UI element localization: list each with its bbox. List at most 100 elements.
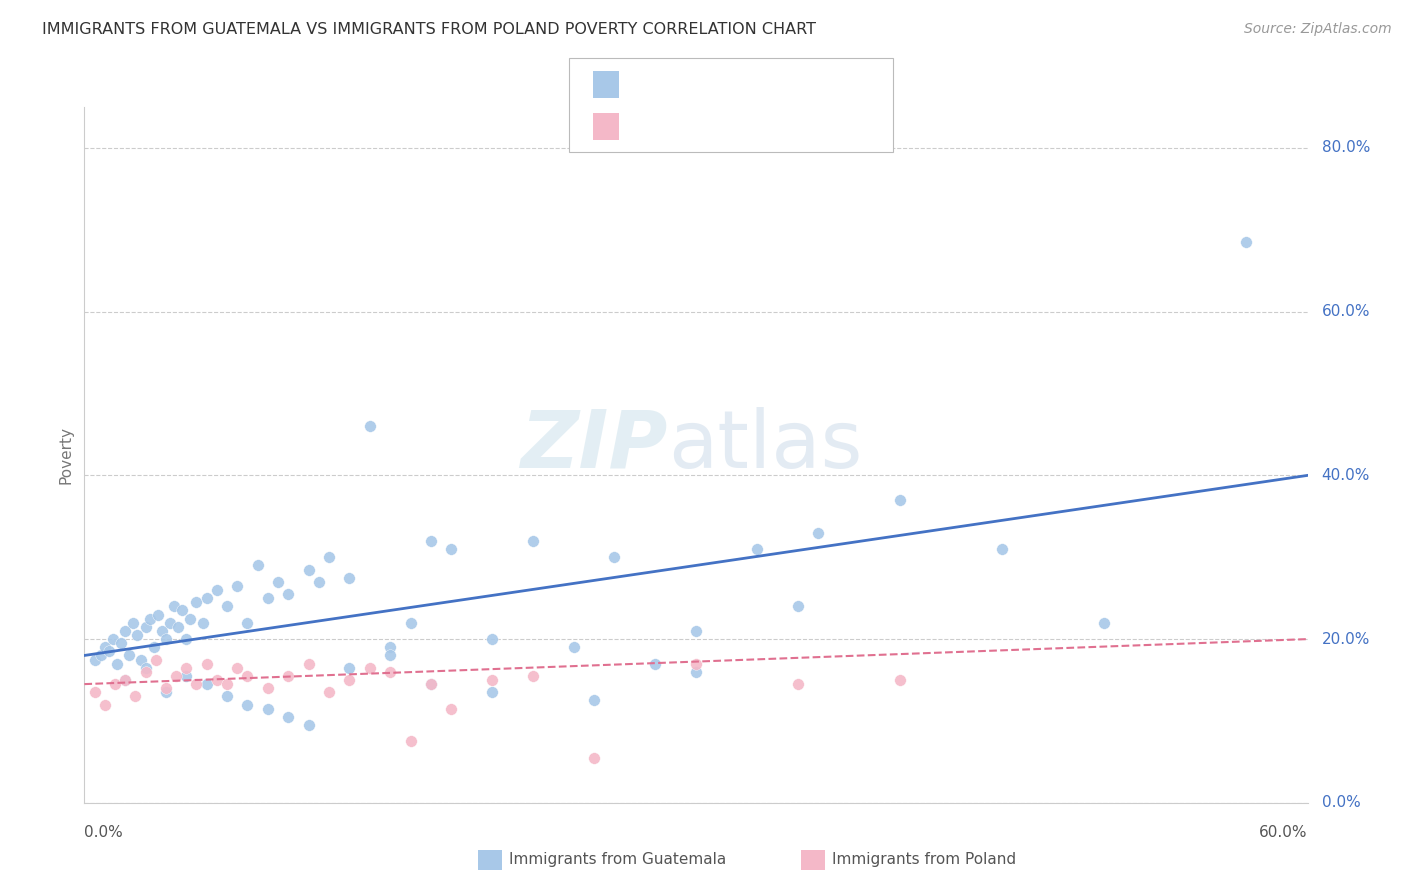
Point (685, 624, 707, 638)
Point (582, 693, 605, 707)
Point (257, 591, 280, 606)
Text: Immigrants from Guatemala: Immigrants from Guatemala (509, 853, 727, 867)
Point (165, 669, 187, 683)
Text: R = 0.479: R = 0.479 (630, 75, 720, 94)
Point (226, 661, 249, 675)
Point (745, 542, 768, 557)
Point (93, 640, 115, 655)
Point (104, 677, 127, 691)
Point (380, 640, 402, 655)
Text: 60.0%: 60.0% (1322, 304, 1369, 319)
Point (142, 640, 165, 655)
Point (205, 673, 228, 687)
Point (105, 657, 128, 671)
Point (380, 665, 402, 679)
Point (195, 657, 218, 671)
Point (420, 677, 443, 691)
Point (172, 603, 194, 617)
Point (562, 640, 585, 655)
Text: 40.0%: 40.0% (1322, 468, 1369, 483)
Point (787, 677, 810, 691)
Point (807, 525, 830, 540)
Point (118, 648, 141, 663)
Point (236, 698, 259, 712)
Point (174, 669, 197, 683)
Text: Source: ZipAtlas.com: Source: ZipAtlas.com (1244, 22, 1392, 37)
Point (257, 701, 280, 715)
Point (359, 419, 381, 434)
Point (603, 550, 626, 565)
Point (186, 595, 208, 609)
Text: 80.0%: 80.0% (1322, 140, 1369, 155)
Point (787, 599, 810, 614)
Point (318, 685, 340, 699)
Point (277, 710, 299, 724)
Point (163, 599, 186, 614)
Point (135, 620, 157, 634)
Point (277, 587, 299, 601)
Point (990, 542, 1012, 557)
Point (114, 673, 136, 687)
Point (110, 636, 132, 650)
Point (298, 562, 321, 576)
Point (146, 607, 169, 622)
Point (1092, 615, 1115, 630)
Point (399, 615, 422, 630)
Point (339, 661, 360, 675)
Point (150, 624, 173, 638)
Point (481, 632, 503, 646)
Point (359, 661, 381, 675)
Point (217, 599, 239, 614)
Text: 20.0%: 20.0% (1322, 632, 1369, 647)
Point (236, 615, 259, 630)
Point (481, 685, 503, 699)
Point (145, 652, 167, 666)
Point (179, 612, 201, 626)
Point (399, 734, 422, 748)
Point (195, 591, 218, 606)
Point (1234, 235, 1257, 249)
Point (159, 615, 181, 630)
Y-axis label: Poverty: Poverty (58, 425, 73, 484)
Text: IMMIGRANTS FROM GUATEMALA VS IMMIGRANTS FROM POLAND POVERTY CORRELATION CHART: IMMIGRANTS FROM GUATEMALA VS IMMIGRANTS … (42, 22, 815, 37)
Point (127, 628, 149, 642)
Point (582, 751, 605, 765)
Point (420, 677, 443, 691)
Point (246, 558, 269, 573)
Point (155, 685, 177, 699)
Point (174, 632, 197, 646)
Text: 0.0%: 0.0% (84, 825, 124, 840)
Point (83, 652, 105, 666)
Point (236, 669, 259, 683)
Point (186, 677, 208, 691)
Point (298, 657, 321, 671)
Point (131, 652, 153, 666)
Text: N = 73: N = 73 (738, 75, 801, 94)
Point (174, 661, 197, 675)
Point (644, 657, 666, 671)
Text: 0.0%: 0.0% (1322, 796, 1361, 810)
Point (889, 673, 911, 687)
Point (101, 632, 124, 646)
Point (135, 661, 157, 675)
Point (339, 571, 360, 585)
Point (122, 615, 145, 630)
Point (93, 698, 115, 712)
Point (522, 669, 544, 683)
Point (205, 582, 228, 597)
Point (83, 685, 105, 699)
Point (685, 657, 707, 671)
Point (380, 648, 402, 663)
Point (195, 677, 218, 691)
Text: ZIP: ZIP (520, 407, 668, 485)
Point (217, 677, 239, 691)
Point (114, 673, 136, 687)
Point (124, 690, 146, 704)
Point (522, 533, 544, 548)
Point (167, 620, 190, 634)
Point (318, 550, 340, 565)
Point (97, 644, 120, 658)
Text: Immigrants from Poland: Immigrants from Poland (832, 853, 1017, 867)
Point (440, 542, 463, 557)
Point (191, 615, 214, 630)
